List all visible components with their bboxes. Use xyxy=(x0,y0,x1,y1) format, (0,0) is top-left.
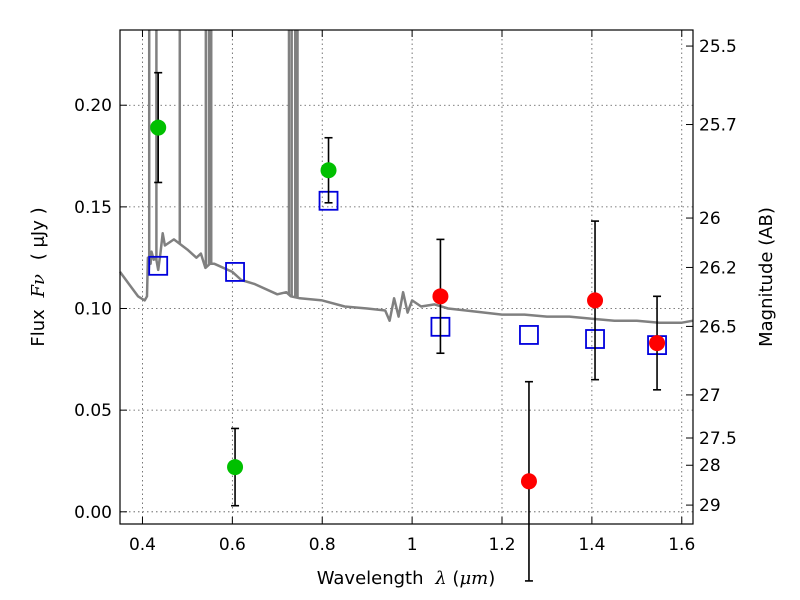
error-bars xyxy=(154,71,662,582)
red-data-point xyxy=(520,473,537,490)
y2-tick-label: 26 xyxy=(699,209,721,229)
red-data-point xyxy=(432,288,449,305)
x-tick-label: 0.4 xyxy=(129,535,156,555)
x-tick-label: 0.6 xyxy=(219,535,246,555)
x-axis-label: Wavelength λ (μm) xyxy=(317,568,496,589)
green-data-point xyxy=(150,119,167,136)
model-spectrum-line xyxy=(118,232,694,324)
y-tick-label: 0.20 xyxy=(74,96,112,116)
x-tick-label: 1.4 xyxy=(578,535,605,555)
y2-tick-label: 25.7 xyxy=(699,116,737,136)
y2-tick-label: 26.5 xyxy=(699,317,737,337)
axis-ticks xyxy=(120,30,693,524)
model-flux-boxes xyxy=(148,190,667,356)
x-tick-label: 1.2 xyxy=(488,535,515,555)
y-tick-label: 0.10 xyxy=(74,300,112,320)
y-axis-label: Flux Fν ( μJy ) xyxy=(28,207,49,346)
model-flux-box xyxy=(225,262,245,282)
x-tick-label: 1 xyxy=(407,535,418,555)
x-tick-label: 1.6 xyxy=(668,535,695,555)
y-tick-label: 0.15 xyxy=(74,198,112,218)
y2-tick-label: 26.2 xyxy=(699,258,737,278)
green-data-point xyxy=(227,459,244,476)
plot-frame xyxy=(119,29,694,525)
y2-axis-label: Magnitude (AB) xyxy=(756,207,777,347)
y-tick-label: 0.05 xyxy=(74,401,112,421)
grid-lines xyxy=(120,30,693,524)
x-tick-labels: 0.4 0.6 0.8 1 1.2 1.4 1.6 xyxy=(129,535,695,555)
y-tick-labels: 0.00 0.05 0.10 0.15 0.20 xyxy=(74,96,112,523)
model-spectrum-layer xyxy=(118,30,694,324)
green-data-point xyxy=(320,162,337,179)
y-tick-label: 0.00 xyxy=(74,503,112,523)
red-data-point xyxy=(649,335,666,352)
y2-tick-label: 28 xyxy=(699,456,721,476)
y2-tick-label: 27.5 xyxy=(699,429,737,449)
y2-tick-label: 29 xyxy=(699,496,721,516)
x-tick-label: 0.8 xyxy=(309,535,336,555)
y2-tick-label: 27 xyxy=(699,386,721,406)
observed-points xyxy=(150,119,666,490)
y2-tick-labels: 29 28 27.5 27 26.5 26.2 26 25.7 25.5 xyxy=(699,37,737,516)
red-data-point xyxy=(587,292,604,309)
model-flux-box xyxy=(519,325,539,345)
y2-tick-label: 25.5 xyxy=(699,37,737,57)
model-flux-box xyxy=(148,255,169,276)
